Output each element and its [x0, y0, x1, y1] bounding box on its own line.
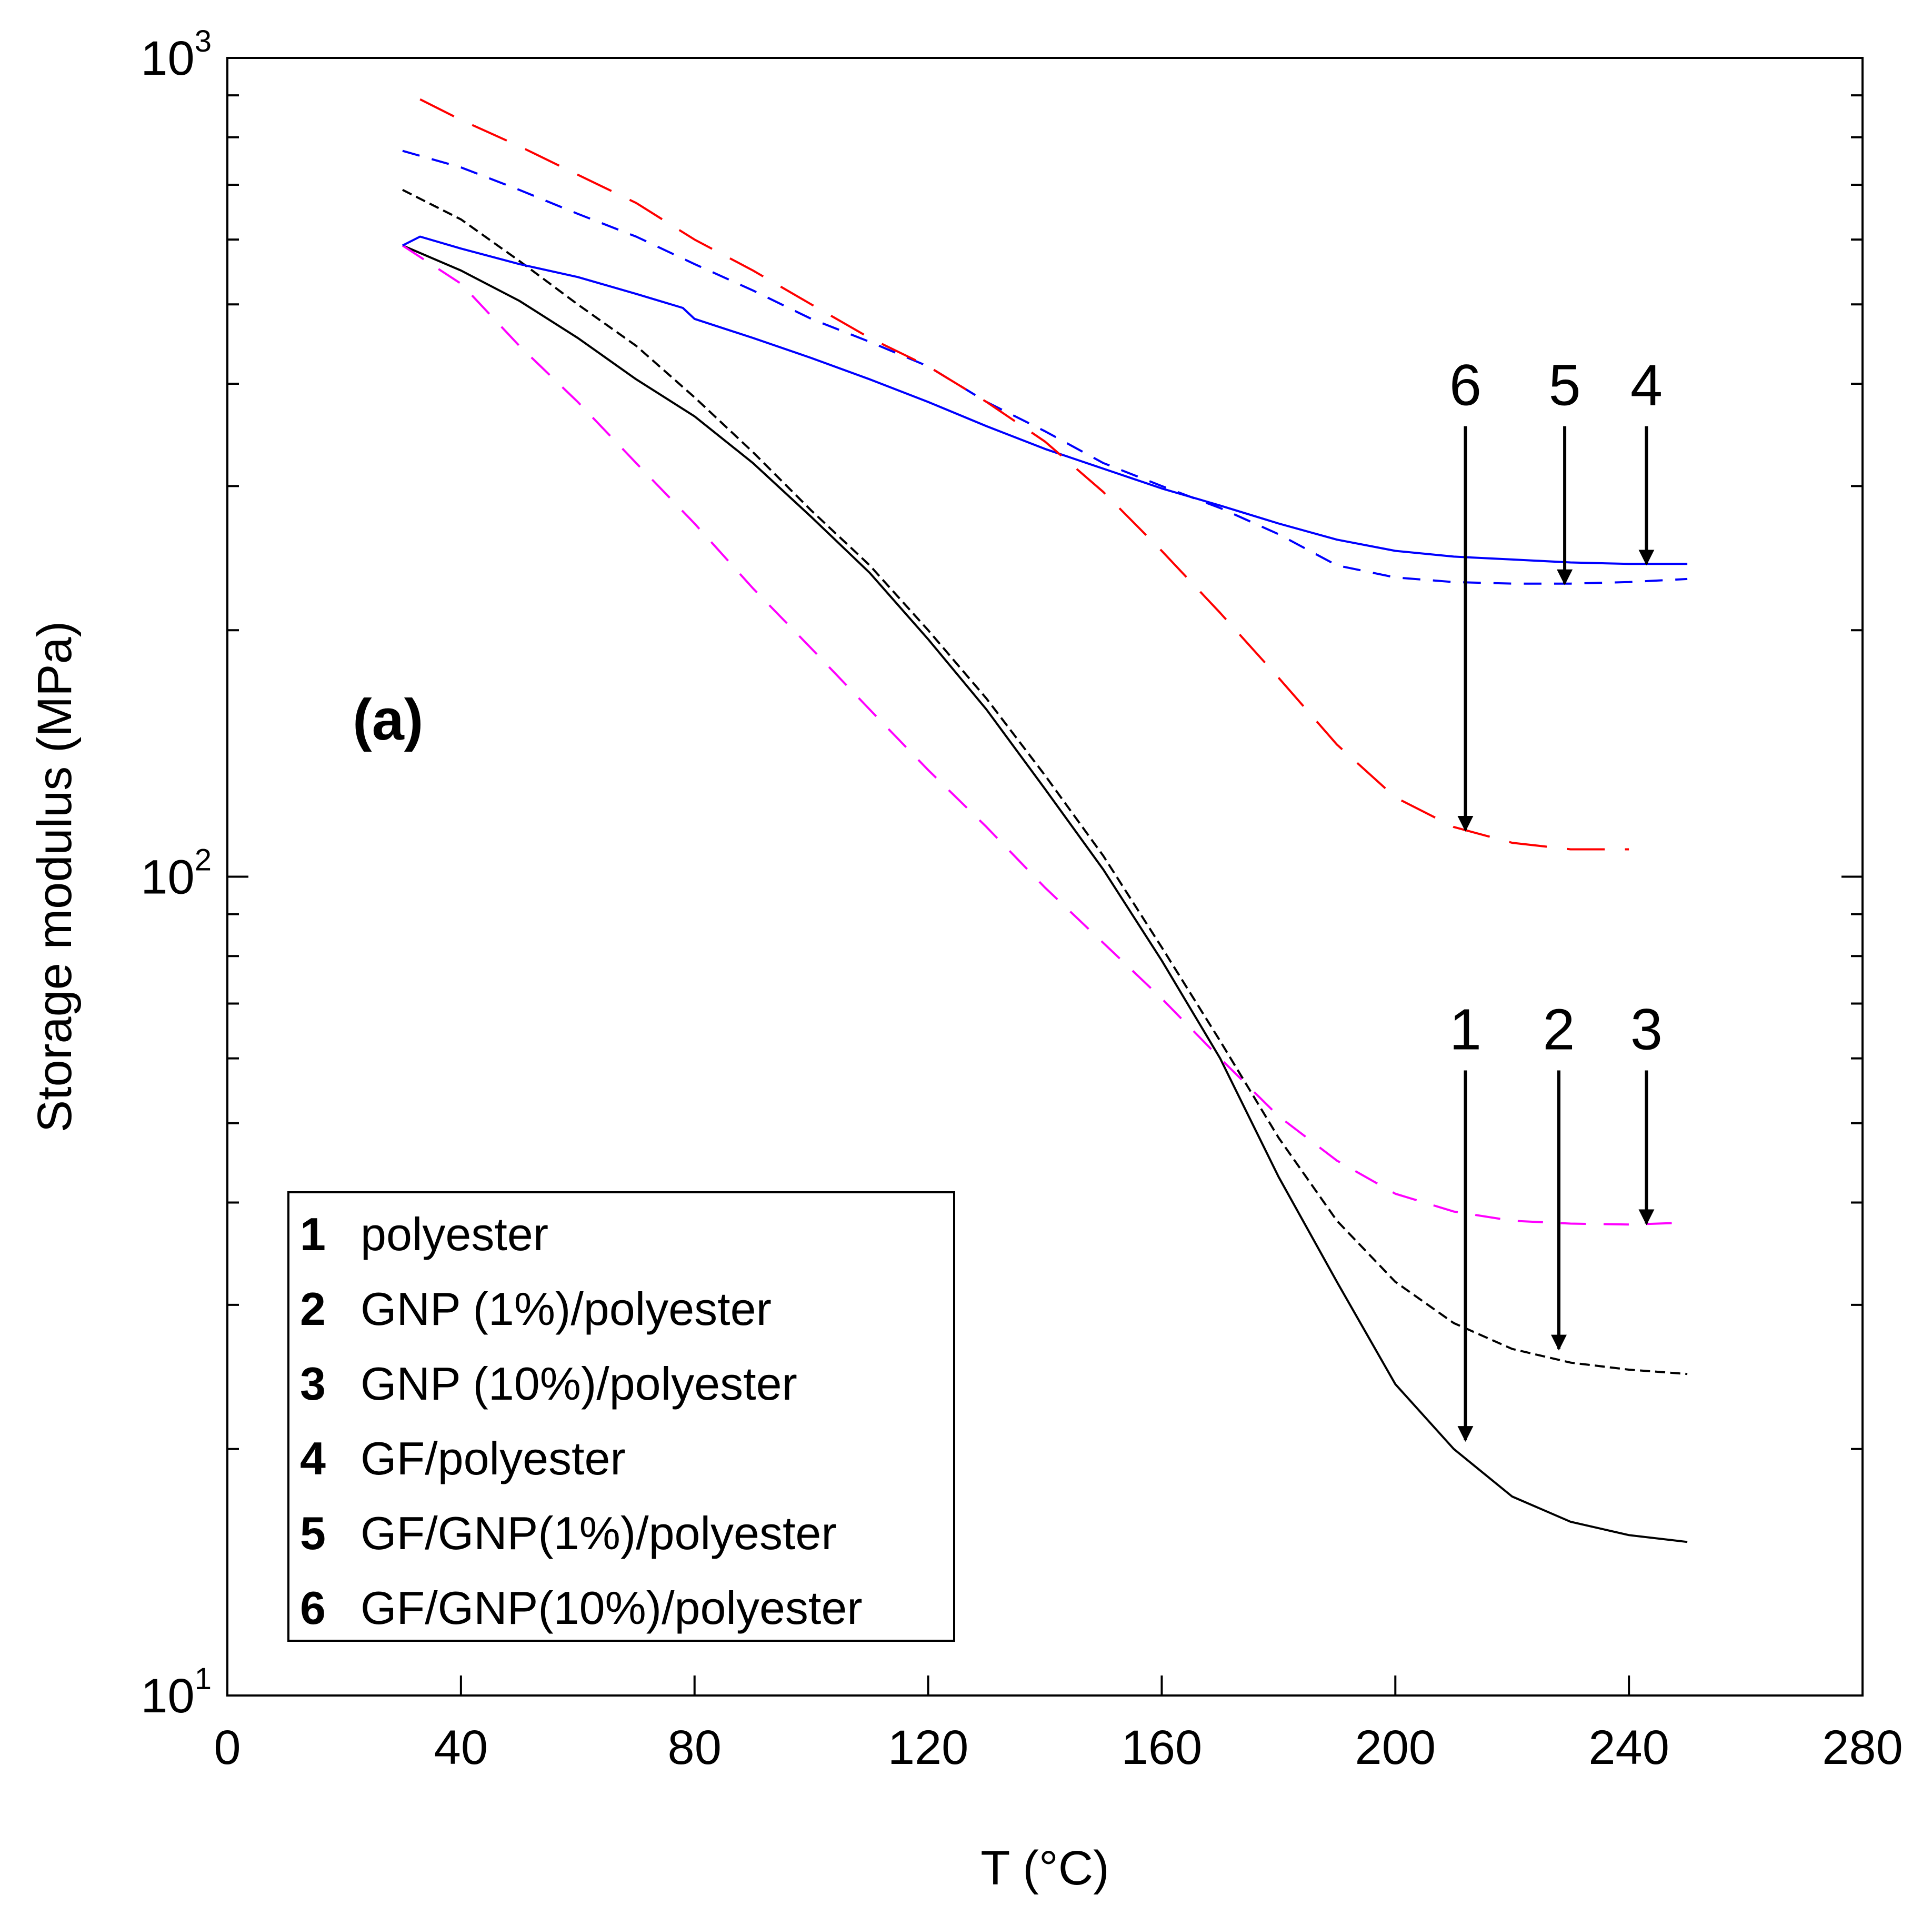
- legend-label: GF/polyester: [361, 1432, 626, 1484]
- y-tick-label: 102: [141, 843, 212, 904]
- y-tick-label-base: 10: [141, 32, 194, 85]
- legend-box: [287, 1191, 955, 1642]
- y-tick-label-exponent: 2: [195, 843, 212, 877]
- x-axis-title: T (°C): [980, 1841, 1109, 1895]
- series-line-5: [402, 149, 1688, 585]
- legend-label: polyester: [361, 1208, 548, 1260]
- x-tick-label: 0: [214, 1721, 241, 1774]
- y-tick-label: 101: [141, 1662, 212, 1723]
- legend-number: 2: [300, 1283, 326, 1335]
- x-tick-label: 80: [668, 1721, 722, 1774]
- y-tick-label-exponent: 1: [195, 1662, 212, 1696]
- legend-number: 3: [300, 1358, 326, 1410]
- x-tick-label: 160: [1122, 1721, 1203, 1774]
- x-tick-label: 240: [1588, 1721, 1669, 1774]
- y-tick-label-base: 10: [141, 1669, 194, 1723]
- y-tick-label-base: 10: [141, 851, 194, 904]
- arrow-label-3: 3: [1630, 997, 1663, 1062]
- x-tick-label: 200: [1355, 1721, 1436, 1774]
- legend-number: 6: [300, 1582, 326, 1634]
- series-line-6: [419, 98, 1629, 851]
- arrow-label-6: 6: [1449, 353, 1481, 418]
- legend-number: 5: [300, 1507, 326, 1559]
- arrow-label-5: 5: [1548, 353, 1580, 418]
- legend-number: 4: [300, 1432, 326, 1484]
- legend-label: GF/GNP(1%)/polyester: [361, 1507, 837, 1559]
- series-line-1: [402, 244, 1688, 1543]
- legend-number: 1: [300, 1208, 326, 1260]
- legend-label: GNP (10%)/polyester: [361, 1358, 797, 1410]
- x-tick-label: 120: [888, 1721, 969, 1774]
- legend-label: GF/GNP(10%)/polyester: [361, 1582, 863, 1634]
- arrow-label-4: 4: [1630, 353, 1663, 418]
- arrow-label-2: 2: [1543, 997, 1575, 1062]
- x-tick-label: 40: [434, 1721, 488, 1774]
- y-tick-label-exponent: 3: [195, 24, 212, 58]
- arrow-label-1: 1: [1449, 997, 1481, 1062]
- series-line-3: [402, 244, 1688, 1226]
- panel-label: (a): [353, 687, 423, 752]
- series-line-2: [402, 188, 1688, 1375]
- y-axis-title: Storage modulus (MPa): [28, 621, 82, 1133]
- x-tick-label: 280: [1822, 1721, 1903, 1774]
- legend-label: GNP (1%)/polyester: [361, 1283, 772, 1335]
- y-tick-label: 103: [141, 24, 212, 85]
- series-line-4: [402, 235, 1688, 565]
